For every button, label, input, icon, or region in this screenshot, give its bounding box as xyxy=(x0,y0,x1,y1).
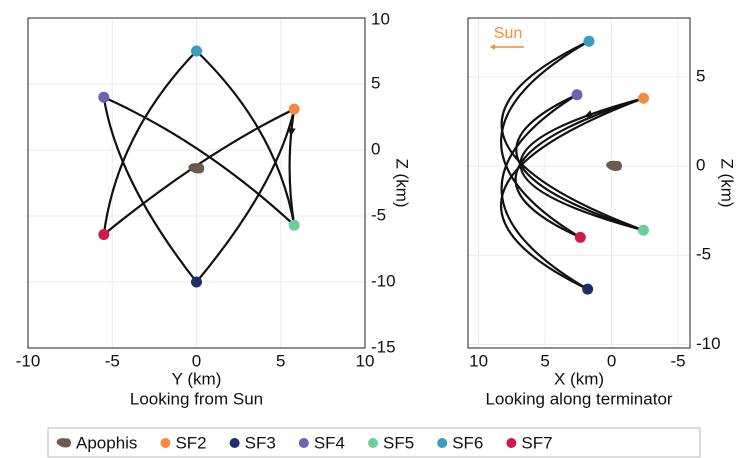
trajectory xyxy=(103,108,295,236)
trajectory xyxy=(500,40,590,239)
spacecraft-marker xyxy=(637,92,649,104)
legend-icon xyxy=(437,438,448,448)
spacecraft-marker xyxy=(98,228,110,240)
x-tick-label: 10 xyxy=(356,351,375,370)
trajectory xyxy=(519,97,644,232)
legend-label: SF5 xyxy=(383,433,414,452)
spacecraft-marker xyxy=(574,231,586,243)
y-tick-label: -10 xyxy=(696,334,721,353)
trajectory xyxy=(102,97,198,283)
x-tick-label: -10 xyxy=(16,351,41,370)
spacecraft-marker xyxy=(637,224,649,236)
y-tick-label: -5 xyxy=(371,205,386,224)
spacecraft-marker xyxy=(288,219,300,231)
plot-frame xyxy=(27,17,366,349)
x-axis-label: Y (km) xyxy=(172,369,222,388)
legend-icon xyxy=(160,438,171,448)
legend-icon xyxy=(506,438,517,448)
legend: Apophis SF2 SF3 SF4 SF5 SF6 SF7 xyxy=(47,427,701,458)
legend-label: Apophis xyxy=(76,433,137,452)
annotation-arrowhead xyxy=(490,44,495,50)
legend-label: SF7 xyxy=(521,433,552,452)
legend-label: SF2 xyxy=(175,433,206,452)
y-tick-label: 0 xyxy=(696,156,705,175)
spacecraft-marker xyxy=(571,89,583,101)
y-tick-label: 10 xyxy=(371,9,390,28)
annotation: Sun xyxy=(494,25,522,42)
asteroid-marker xyxy=(606,160,622,172)
legend-label: SF4 xyxy=(314,433,345,452)
plot-frame xyxy=(467,17,691,349)
spacecraft-marker xyxy=(191,45,202,57)
x-tick-label: -5 xyxy=(105,351,120,370)
x-tick-label: 5 xyxy=(540,351,549,370)
legend-label: SF6 xyxy=(452,433,483,452)
x-axis-label: X (km) xyxy=(554,369,604,388)
trajectory xyxy=(499,97,644,291)
x-tick-label: 0 xyxy=(607,351,616,370)
x-tick-label: 0 xyxy=(192,351,201,370)
legend-icon xyxy=(368,438,378,448)
trajectory xyxy=(195,108,296,283)
spacecraft-marker xyxy=(98,91,110,103)
y-tick-label: -15 xyxy=(371,337,396,356)
y-tick-label: 0 xyxy=(371,139,380,158)
panel-title: Looking from Sun xyxy=(130,389,263,408)
trajectory xyxy=(195,50,296,226)
asteroid-marker xyxy=(188,163,205,174)
trajectory xyxy=(103,96,295,227)
trajectory xyxy=(102,50,198,235)
legend-icon xyxy=(56,438,71,448)
spacecraft-marker xyxy=(288,103,300,115)
spacecraft-marker xyxy=(583,35,595,47)
spacecraft-marker xyxy=(582,283,594,295)
legend-icon xyxy=(229,438,240,448)
x-tick-label: 10 xyxy=(469,351,488,370)
panel-title: Looking along terminator xyxy=(485,389,672,408)
y-axis-label: Z (km) xyxy=(718,158,736,207)
legend-label: SF3 xyxy=(245,433,276,452)
x-tick-label: 5 xyxy=(276,351,285,370)
trajectory xyxy=(514,97,644,239)
y-tick-label: 5 xyxy=(696,66,705,85)
direction-arrow xyxy=(287,127,296,137)
x-tick-label: -5 xyxy=(670,351,685,370)
direction-arrow xyxy=(584,110,594,118)
y-tick-label: -10 xyxy=(371,271,396,290)
legend-icon xyxy=(298,438,309,448)
trajectory xyxy=(500,93,589,291)
y-tick-label: -5 xyxy=(696,245,711,264)
y-tick-label: 5 xyxy=(371,73,380,92)
spacecraft-marker xyxy=(191,276,202,288)
trajectory xyxy=(500,40,644,232)
y-axis-label: Z (km) xyxy=(393,158,412,207)
